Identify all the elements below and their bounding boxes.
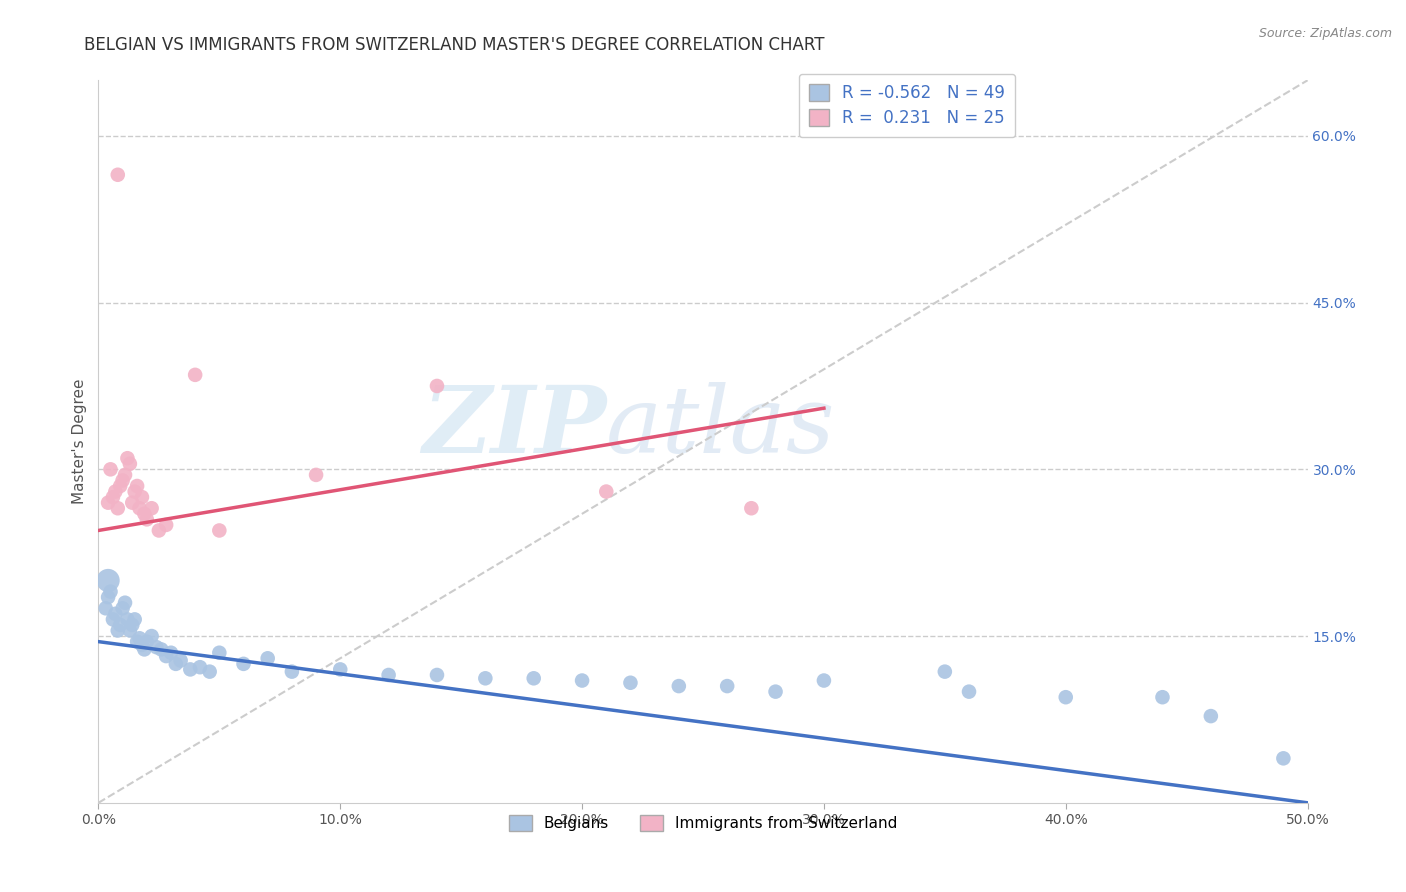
Point [256,651,278,665]
Point [127,634,149,648]
Point [813,673,835,688]
Point [188,660,211,674]
Point [426,379,449,393]
Point [165,657,187,671]
Point [124,612,146,626]
Point [97,574,120,588]
Point [134,507,156,521]
Point [145,640,167,655]
Point [160,646,183,660]
Point [108,618,131,632]
Point [135,634,157,648]
Point [94,601,117,615]
Point [765,684,787,698]
Point [208,646,231,660]
Point [232,657,254,671]
Y-axis label: Master's Degree: Master's Degree [72,379,87,504]
Point [107,168,129,182]
Point [128,501,150,516]
Point [155,517,177,532]
Point [104,484,127,499]
Point [1199,709,1222,723]
Point [111,601,134,615]
Point [1152,690,1174,705]
Point [131,638,153,652]
Point [100,584,122,599]
Point [150,642,173,657]
Point [124,484,146,499]
Point [101,612,124,626]
Point [101,490,124,504]
Point [148,524,170,538]
Point [141,629,163,643]
Point [135,512,157,526]
Text: Source: ZipAtlas.com: Source: ZipAtlas.com [1258,27,1392,40]
Point [155,649,177,664]
Point [208,524,231,538]
Point [934,665,956,679]
Point [179,662,201,676]
Point [281,665,304,679]
Point [117,612,139,626]
Point [134,642,156,657]
Point [107,501,129,516]
Point [329,662,352,676]
Point [426,668,449,682]
Text: atlas: atlas [606,382,835,472]
Point [100,462,122,476]
Point [1272,751,1295,765]
Point [97,590,120,604]
Point [97,496,120,510]
Point [169,653,191,667]
Point [595,484,617,499]
Point [474,671,496,685]
Legend: Belgians, Immigrants from Switzerland: Belgians, Immigrants from Switzerland [501,807,905,838]
Point [127,479,149,493]
Point [107,624,129,638]
Point [104,607,127,621]
Point [121,618,143,632]
Point [184,368,207,382]
Point [377,668,399,682]
Point [131,490,153,504]
Point [121,496,143,510]
Point [114,467,136,482]
Point [957,684,980,698]
Text: ZIP: ZIP [422,382,606,472]
Point [716,679,738,693]
Text: BELGIAN VS IMMIGRANTS FROM SWITZERLAND MASTER'S DEGREE CORRELATION CHART: BELGIAN VS IMMIGRANTS FROM SWITZERLAND M… [84,36,825,54]
Point [128,632,150,646]
Point [668,679,690,693]
Point [118,624,141,638]
Point [740,501,762,516]
Point [111,474,134,488]
Point [305,467,328,482]
Point [118,457,141,471]
Point [198,665,221,679]
Point [523,671,546,685]
Point [571,673,593,688]
Point [1054,690,1077,705]
Point [114,596,136,610]
Point [141,501,163,516]
Point [619,675,641,690]
Point [117,451,139,466]
Point [108,479,131,493]
